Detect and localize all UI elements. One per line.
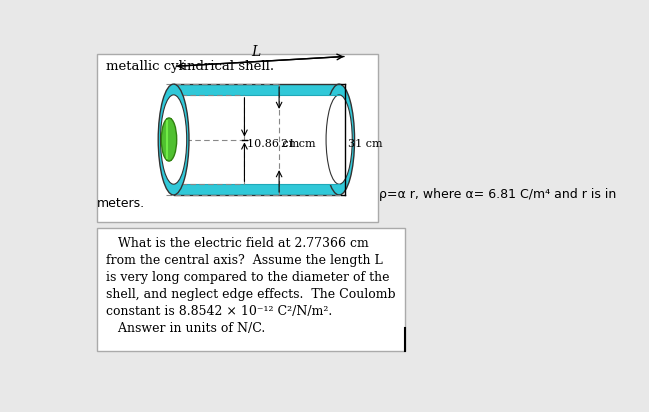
Ellipse shape: [324, 84, 354, 195]
Text: from the central axis?  Assume the length L: from the central axis? Assume the length…: [106, 254, 383, 267]
Text: is very long compared to the diameter of the: is very long compared to the diameter of…: [106, 271, 389, 284]
Bar: [97, 228, 404, 351]
Text: constant is 8.8542 × 10⁻¹² C²/N/m².: constant is 8.8542 × 10⁻¹² C²/N/m².: [106, 305, 332, 318]
Ellipse shape: [326, 95, 352, 184]
Text: shell, and neglect edge effects.  The Coulomb: shell, and neglect edge effects. The Cou…: [106, 288, 395, 301]
Text: 31 cm: 31 cm: [349, 139, 383, 149]
Ellipse shape: [160, 95, 187, 184]
Bar: [174, 95, 339, 184]
Text: 21 cm: 21 cm: [282, 139, 316, 149]
Text: What is the electric field at 2.77366 cm: What is the electric field at 2.77366 cm: [106, 237, 369, 250]
Ellipse shape: [158, 84, 189, 195]
Text: ρ=α r, where α= 6.81 C/m⁴ and r is in: ρ=α r, where α= 6.81 C/m⁴ and r is in: [379, 188, 617, 201]
Text: L: L: [251, 44, 261, 59]
Ellipse shape: [162, 118, 177, 161]
Bar: [174, 84, 339, 195]
Bar: [166, 118, 172, 161]
Text: 10.86 cm: 10.86 cm: [247, 139, 299, 149]
Text: metallic cylindrical shell.: metallic cylindrical shell.: [106, 60, 274, 73]
Bar: [97, 54, 378, 222]
Text: meters.: meters.: [97, 197, 145, 210]
Text: Answer in units of N/C.: Answer in units of N/C.: [106, 322, 265, 335]
